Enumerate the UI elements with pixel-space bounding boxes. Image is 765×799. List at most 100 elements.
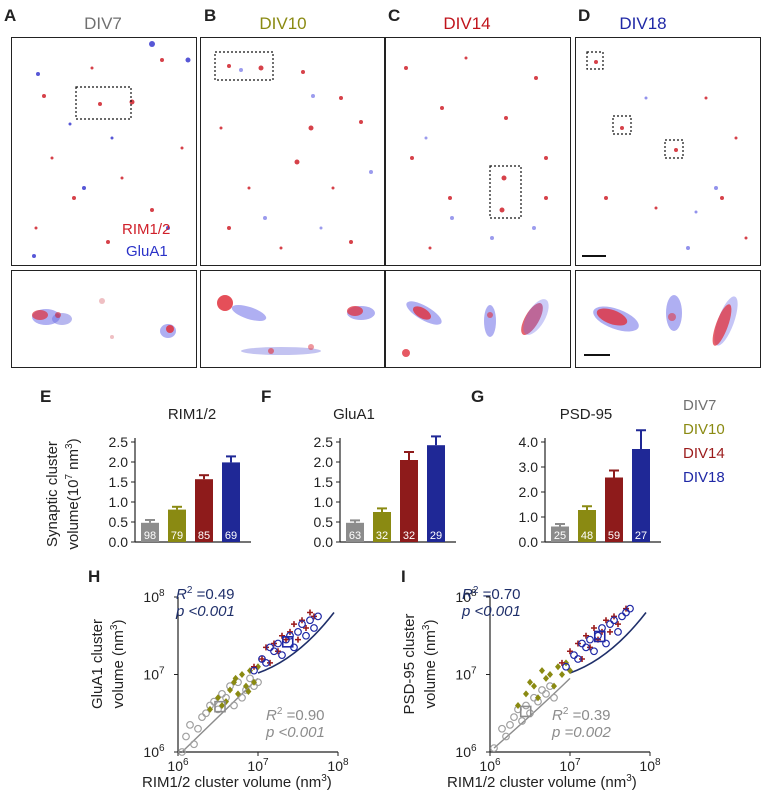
scatter-i-point-div14-4 [587, 644, 593, 651]
stats-h-div7: R2 =0.90 p <0.001 [266, 706, 325, 741]
scatter-i-ytick-exp-2: 8 [471, 588, 477, 599]
scatter-i-point-div7-3 [510, 713, 518, 722]
legend-div7: DIV7 [683, 397, 717, 414]
scatter-ylabel-h-close: ) [110, 619, 127, 625]
stats-i-div18: R2 =0.70 p <0.001 [462, 585, 521, 620]
panel-letter-a: A [4, 6, 17, 25]
scatter-ylabel-h-sup: 3 [109, 624, 120, 631]
bar-ylabel-e-unit: nm [65, 448, 82, 474]
scatter-h-point-div14-10 [303, 625, 309, 631]
scatter-i-point-div10-8 [559, 671, 565, 678]
scatter-h-point-div18-2 [262, 658, 270, 667]
scatter-i-point-div14-11 [579, 656, 585, 662]
scatter-xlabel-i: RIM1/2 cluster volume (nm3) [447, 773, 637, 791]
bar-f-n-label-1: 32 [376, 530, 388, 542]
scatter-h-point-div10-9 [251, 678, 257, 686]
scatter-i-point-div10-7 [555, 663, 561, 671]
stats-h-div7-p: p <0.001 [266, 724, 325, 741]
scatter-i-point-div10-4 [543, 674, 549, 682]
scatter-h-point-div7-1 [182, 732, 190, 741]
scatter-h-point-div18-15 [266, 643, 274, 652]
scatter-i-point-div7-10 [542, 689, 550, 698]
bar-ylabel-e-close: ) [65, 438, 82, 444]
micrograph-div18 [575, 37, 761, 266]
scatter-i-point-div18-2 [574, 655, 582, 663]
scatter-h-point-div7-8 [218, 689, 226, 698]
bar-e-n-label-3: 69 [225, 530, 237, 542]
bar-g-n-label-3: 27 [635, 530, 647, 542]
micrograph-div10 [200, 37, 385, 266]
scatter-h-ytick-exp-2: 8 [159, 588, 165, 599]
scatter-i-point-div14-5 [591, 625, 597, 631]
bar-f-ytick-label-2: 1.0 [314, 494, 334, 510]
scatter-h-point-div14-7 [291, 621, 297, 628]
inset-div10-clusters [217, 295, 375, 355]
scatter-ylabel-h: GluA1 cluster volume (nm3) [89, 604, 127, 724]
inset-div18-clusters [584, 295, 738, 356]
scatter-ylabel-i-close: ) [422, 619, 439, 625]
bar-e-n-label-1: 79 [171, 530, 183, 542]
panel-letter-d: D [578, 6, 591, 25]
bar-g-n-label-0: 25 [554, 530, 566, 542]
bar-g-bar-div14 [605, 477, 623, 542]
bar-ylabel-e-line1: Synaptic cluster [44, 441, 61, 547]
scatter-h-xtick-label-1: 107 [247, 757, 269, 774]
bar-e-ytick-label-1: 0.5 [109, 514, 129, 530]
scatter-i-point-div14-1 [567, 648, 573, 655]
scatter-i-point-div18-5 [590, 647, 598, 656]
scatter-i-point-div7-9 [538, 686, 546, 694]
scatter-h-point-div18-8 [294, 627, 302, 636]
scatter-i-point-div10-11 [527, 678, 533, 686]
scatter-h-point-div10-6 [239, 671, 245, 678]
bar-e-bar-div18 [222, 462, 240, 542]
bar-f-bar-div10 [373, 512, 391, 542]
scatter-i-ytick-label-0: 106 [455, 743, 477, 760]
scatter-h-point-div18-5 [278, 651, 286, 660]
scatter-i-point-div14-7 [603, 617, 609, 624]
scatter-h-point-div7-18 [190, 740, 198, 749]
scatter-h-point-div14-11 [311, 613, 317, 620]
scatter-h-xtick-exp-1: 7 [263, 757, 269, 768]
scatter-i-point-div10-3 [535, 694, 541, 702]
stats-i-div18-r: R [462, 586, 473, 603]
scatter-h-point-div18-13 [314, 612, 322, 621]
stats-h-div18-p: p <0.001 [176, 603, 235, 620]
micrograph-div10-speckles [214, 51, 373, 250]
scatter-h-point-div14-12 [267, 659, 273, 666]
scatter-i-point-div18-3 [582, 643, 590, 652]
scatter-i-point-div14-13 [607, 628, 613, 635]
stats-h-div7-sup: 2 [276, 706, 283, 717]
scatter-h-point-div10-12 [232, 674, 239, 682]
bar-e-ytick-label-4: 2.0 [109, 454, 129, 470]
bar-ylabel-e-sup: 7 [64, 473, 75, 480]
scatter-i-point-div7-14 [506, 720, 514, 729]
bar-f-n-label-2: 32 [403, 530, 415, 542]
title-div18: DIV18 [619, 14, 667, 33]
scatter-h-xtick-label-2: 108 [327, 757, 349, 774]
scatter-h-point-div7-5 [202, 709, 210, 718]
scatter-ylabel-i-line1: PSD-95 cluster [401, 613, 418, 715]
scatter-h-point-div18-9 [298, 620, 306, 629]
scatter-ylabel-h-line1: GluA1 cluster [89, 618, 106, 710]
legend-div10: DIV10 [683, 421, 725, 438]
bar-f-n-label-3: 29 [430, 530, 442, 542]
scatter-h-point-div18-0 [250, 666, 258, 675]
stats-i-div7-r: R [552, 707, 563, 724]
inset-div14-clusters [402, 299, 549, 357]
scatter-i-point-div18-11 [618, 612, 626, 621]
panel-letter-g: G [471, 387, 485, 406]
scatter-i-point-div14-2 [575, 640, 581, 647]
legend-div14: DIV14 [683, 445, 725, 462]
bar-e-ytick-label-3: 1.5 [109, 474, 129, 490]
scatter-h-point-div14-3 [271, 640, 277, 647]
scatter-h-ytick-label-2: 108 [143, 588, 165, 605]
bar-g-bar-div7 [551, 526, 569, 542]
scatter-h-mean-div18 [281, 636, 294, 648]
scatter-i-xtick-label-1: 107 [559, 757, 581, 774]
scatter-i-fit-div18 [569, 612, 647, 674]
stats-h-div7-r: R [266, 707, 277, 724]
scatter-h-point-div10-5 [235, 690, 241, 698]
panel-letter-b: B [204, 6, 217, 25]
scatter-h-ytick-label-1: 107 [143, 666, 165, 683]
